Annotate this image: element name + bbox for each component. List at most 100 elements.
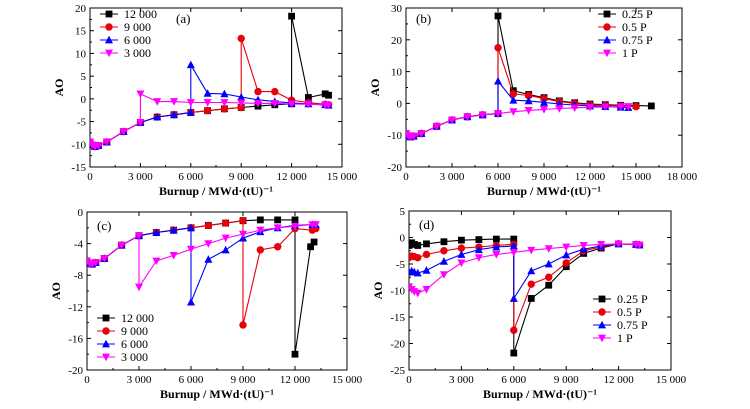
data-point: [187, 223, 195, 232]
data-point: [220, 105, 229, 113]
y-tick-label: 0: [78, 207, 84, 219]
data-point: [413, 289, 422, 298]
x-tick-label: 15 000: [332, 374, 363, 386]
y-axis-label: AO: [52, 79, 66, 97]
series-line-3: [87, 224, 316, 303]
data-point: [474, 254, 483, 262]
data-point: [186, 99, 195, 107]
data-point: [527, 266, 536, 275]
data-point: [291, 222, 299, 231]
x-tick-label: 3 000: [440, 171, 465, 183]
data-point: [135, 283, 143, 292]
y-tick-label: 10: [391, 67, 403, 79]
y-tick-label: 5: [400, 206, 406, 218]
data-point: [509, 90, 518, 98]
data-point: [562, 259, 570, 267]
data-point: [91, 259, 100, 267]
y-tick-label: -8: [74, 270, 84, 282]
data-point: [458, 236, 465, 244]
data-point: [422, 250, 431, 259]
data-point: [310, 238, 318, 246]
legend-label: 12 000: [121, 311, 154, 325]
data-point: [457, 259, 466, 268]
data-point: [439, 257, 448, 265]
data-point: [239, 216, 247, 225]
x-tick-label: 9 000: [532, 171, 557, 183]
data-point: [221, 219, 230, 227]
y-tick-label: 5: [81, 71, 87, 83]
legend-marker: [102, 327, 110, 335]
data-point: [555, 105, 564, 113]
legend-label: 1 P: [622, 46, 638, 60]
legend-marker: [603, 23, 611, 31]
legend-d: 0.25 P0.5 P0.75 P1 P: [593, 292, 648, 345]
data-point: [304, 100, 313, 109]
legend-marker: [105, 35, 113, 44]
data-point: [524, 91, 533, 100]
legend-label: 9 000: [121, 324, 148, 338]
data-point: [414, 242, 422, 249]
legend-label: 0.75 P: [617, 318, 648, 332]
data-point: [239, 230, 247, 239]
data-point: [274, 216, 282, 224]
x-tick-label: 12 000: [280, 374, 311, 386]
y-tick-label: -16: [68, 333, 83, 345]
data-point: [239, 321, 247, 329]
data-point: [102, 138, 111, 147]
x-tick-label: 15 000: [327, 171, 358, 183]
data-point: [492, 235, 500, 243]
legend-label: 0.25 P: [617, 292, 648, 306]
data-point: [325, 91, 332, 99]
data-point: [291, 216, 299, 224]
data-point: [647, 102, 655, 110]
data-point: [254, 100, 262, 108]
legend-label: 6 000: [121, 337, 148, 351]
x-tick-label: 15 000: [656, 374, 687, 386]
data-point: [270, 100, 279, 108]
legend-label: 12 000: [124, 7, 157, 21]
data-point: [135, 232, 143, 240]
data-point: [254, 87, 262, 96]
legend-marker: [603, 10, 611, 18]
y-tick-label: 30: [391, 3, 403, 15]
data-point: [457, 244, 466, 252]
data-area-d: [409, 235, 644, 357]
data-point: [307, 243, 314, 251]
data-point: [187, 245, 195, 254]
data-point: [624, 103, 633, 111]
data-point: [136, 119, 145, 127]
data-point: [169, 252, 178, 260]
data-point: [478, 111, 487, 120]
legend-marker: [102, 314, 110, 322]
data-point: [494, 12, 502, 20]
data-point: [237, 34, 245, 43]
x-tick-label: 3 000: [127, 374, 152, 386]
data-point: [475, 236, 483, 244]
legend-label: 6 000: [124, 33, 151, 47]
data-point: [220, 89, 229, 98]
data-point: [287, 100, 296, 109]
data-point: [614, 240, 623, 249]
data-point: [457, 250, 466, 258]
legend-marker: [105, 23, 113, 31]
data-point: [562, 243, 571, 252]
data-point: [273, 243, 282, 251]
x-tick-label: 3 000: [449, 374, 474, 386]
legend-label: 3 000: [121, 350, 148, 364]
y-tick-label: -15: [71, 162, 86, 174]
series-line-2: [87, 220, 317, 326]
x-tick-label: 9 000: [231, 374, 256, 386]
data-point: [494, 44, 502, 52]
y-tick-label: -10: [387, 130, 402, 142]
data-point: [579, 242, 588, 250]
data-point: [545, 273, 553, 281]
data-point: [601, 103, 610, 112]
data-point: [256, 216, 264, 224]
data-point: [463, 113, 472, 121]
data-point: [492, 251, 501, 259]
data-point: [417, 130, 426, 138]
legend-label: 3 000: [124, 46, 151, 60]
y-tick-label: -20: [390, 339, 405, 351]
